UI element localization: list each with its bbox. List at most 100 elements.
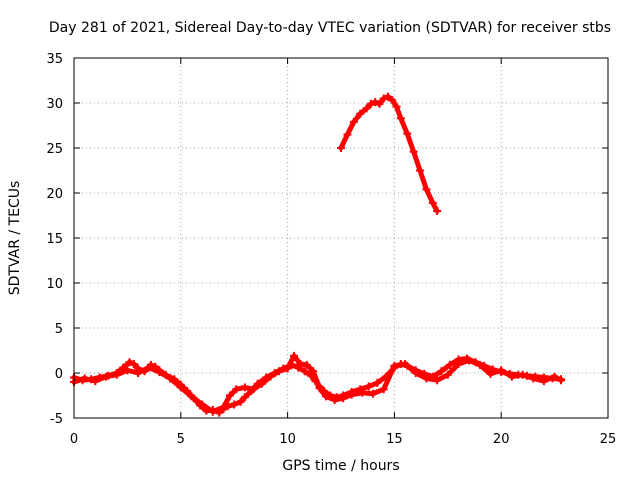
data-point <box>379 385 388 394</box>
data-point <box>134 369 143 377</box>
data-point <box>236 397 245 406</box>
data-point <box>257 379 266 388</box>
data-point <box>283 364 292 373</box>
data-point <box>539 377 548 386</box>
x-tick-label: 5 <box>177 432 185 447</box>
y-tick-label: 30 <box>46 97 63 112</box>
data-point <box>129 360 138 368</box>
data-point <box>102 372 111 381</box>
series-stbs-high-arc <box>337 92 442 215</box>
data-point <box>112 370 121 379</box>
data-point <box>362 104 371 113</box>
chart-title: Day 281 of 2021, Sidereal Day-to-day VTE… <box>49 20 611 36</box>
data-point <box>232 385 241 394</box>
data-point <box>123 366 132 375</box>
data-point <box>465 356 474 365</box>
data-point <box>497 366 506 375</box>
y-tick-label: 15 <box>46 232 63 247</box>
data-point <box>383 92 392 101</box>
data-point <box>155 368 164 377</box>
y-axis-label: SDTVAR / TECUs <box>7 181 23 296</box>
data-point <box>176 383 185 392</box>
x-tick-label: 0 <box>70 432 78 447</box>
data-point <box>240 383 249 392</box>
data-point <box>356 109 365 118</box>
data-point <box>343 130 352 139</box>
data-point <box>518 370 527 379</box>
data-point <box>409 147 418 156</box>
data-point <box>240 393 249 402</box>
data-point <box>275 367 284 376</box>
data-point <box>337 144 345 152</box>
y-tick-label: -5 <box>50 412 63 427</box>
data-series <box>70 92 566 417</box>
data-point <box>550 372 559 381</box>
data-point <box>144 363 153 372</box>
data-point <box>433 207 442 215</box>
x-tick-label: 10 <box>279 432 296 447</box>
x-axis-tick-labels: 0 5 10 15 20 25 <box>70 432 616 447</box>
data-point <box>309 367 318 376</box>
data-point <box>249 385 258 394</box>
data-point <box>390 361 399 370</box>
data-point <box>225 391 234 400</box>
y-tick-label: 35 <box>46 52 63 67</box>
data-point <box>364 382 373 391</box>
series-line <box>71 353 564 415</box>
x-axis-label: GPS time / hours <box>282 458 399 474</box>
y-tick-label: 25 <box>46 142 63 157</box>
data-point <box>428 198 437 207</box>
data-point <box>230 400 239 409</box>
data-point <box>302 360 311 369</box>
data-point <box>369 389 378 398</box>
data-point <box>422 374 431 383</box>
data-point <box>371 98 380 107</box>
data-point <box>403 129 412 138</box>
y-tick-label: 5 <box>55 322 63 337</box>
y-tick-label: 0 <box>55 367 63 382</box>
data-point <box>208 407 217 416</box>
data-point <box>507 372 516 381</box>
y-tick-label: 10 <box>46 277 63 292</box>
data-point <box>358 388 367 397</box>
data-point <box>475 360 484 369</box>
x-tick-label: 15 <box>386 432 403 447</box>
x-tick-label: 25 <box>600 432 617 447</box>
data-point <box>416 166 425 175</box>
data-point <box>339 394 348 403</box>
data-point <box>433 376 442 385</box>
data-point <box>445 360 454 369</box>
data-point <box>486 369 495 378</box>
data-point <box>290 351 299 360</box>
data-point <box>166 374 175 383</box>
data-point <box>557 376 566 385</box>
data-point <box>125 358 134 367</box>
data-point <box>401 360 410 368</box>
data-point <box>454 360 463 368</box>
series-stbs-low-variant <box>70 351 566 416</box>
data-point <box>315 384 324 393</box>
y-tick-label: 20 <box>46 187 63 202</box>
x-tick-label: 20 <box>493 432 510 447</box>
data-point <box>379 94 388 103</box>
data-point <box>349 117 358 126</box>
data-point <box>300 367 309 376</box>
data-point <box>388 96 397 105</box>
data-point <box>322 392 331 401</box>
data-point <box>396 114 405 123</box>
data-point <box>411 369 420 377</box>
data-point <box>529 374 538 383</box>
data-point <box>80 374 89 383</box>
data-point <box>392 102 401 111</box>
data-point <box>366 99 375 108</box>
data-point <box>91 377 100 386</box>
series-line <box>338 94 440 214</box>
data-point <box>443 370 452 379</box>
data-point <box>266 372 275 381</box>
data-point <box>437 367 446 376</box>
data-point <box>219 403 228 412</box>
data-point <box>198 400 207 409</box>
data-point <box>187 392 196 401</box>
data-point <box>422 185 431 194</box>
